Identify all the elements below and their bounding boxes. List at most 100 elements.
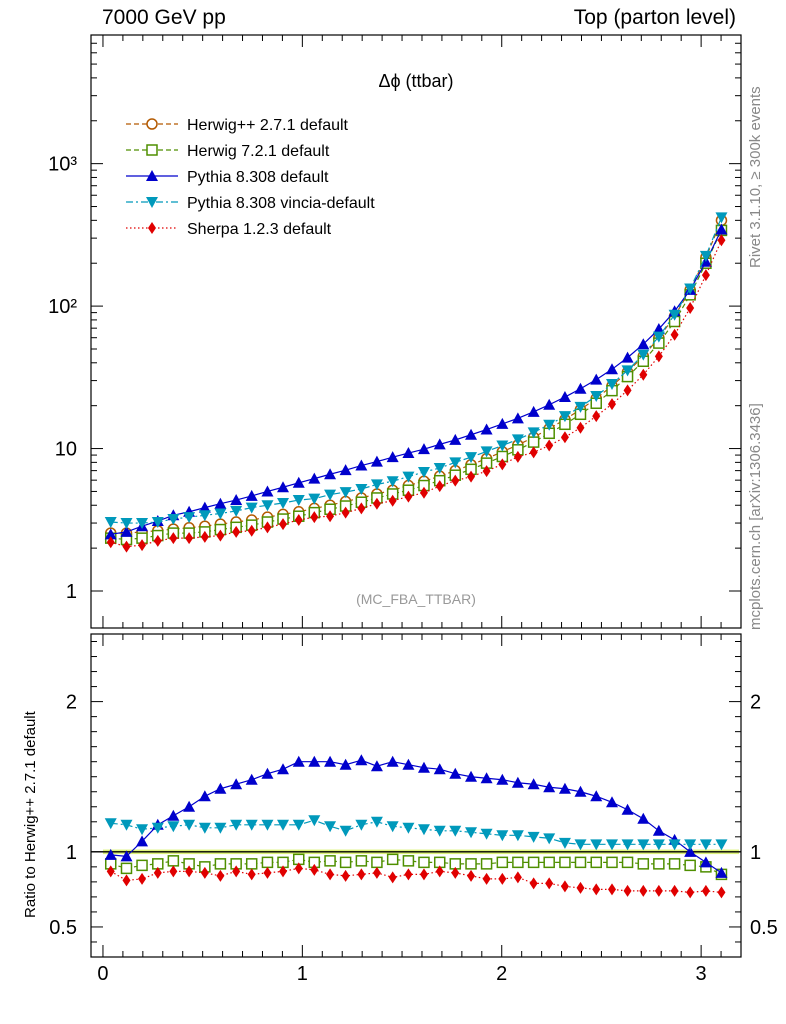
main-data-point bbox=[435, 480, 444, 493]
main-data-point bbox=[668, 309, 681, 321]
main-data-point bbox=[277, 497, 290, 509]
ratio-data-point bbox=[512, 856, 524, 869]
legend-marker bbox=[146, 118, 158, 130]
ratio-data-point bbox=[402, 758, 415, 770]
ratio-data-point bbox=[449, 767, 462, 779]
main-data-point bbox=[498, 458, 507, 471]
ratio-data-point bbox=[402, 822, 415, 834]
ratio-data-point bbox=[715, 866, 728, 878]
ratio-data-point bbox=[136, 824, 149, 836]
ratio-data-point bbox=[261, 767, 274, 779]
main-data-point bbox=[308, 472, 321, 484]
ratio-data-point bbox=[245, 819, 258, 831]
ratio-data-point bbox=[621, 839, 634, 851]
ratio-data-point bbox=[576, 881, 585, 894]
ratio-data-point bbox=[372, 866, 381, 879]
main-data-point bbox=[527, 427, 540, 439]
main-data-point bbox=[136, 518, 149, 530]
ratio-data-point bbox=[543, 833, 556, 845]
main-data-point bbox=[279, 518, 288, 531]
legend: Herwig++ 2.7.1 default Herwig 7.2.1 defau… bbox=[126, 117, 375, 238]
ratio-data-point bbox=[637, 812, 650, 824]
main-data-point bbox=[465, 452, 478, 464]
ratio-y-tick-label: 0.5 bbox=[49, 917, 77, 939]
ratio-data-point bbox=[670, 884, 679, 897]
ratio-data-point bbox=[592, 883, 601, 896]
legend-marker bbox=[146, 170, 158, 181]
legend-item: Sherpa 1.2.3 default bbox=[126, 221, 332, 238]
ratio-data-point bbox=[308, 815, 321, 827]
main-data-point bbox=[355, 484, 368, 496]
ratio-series-herwig-7-2-1-default bbox=[104, 853, 728, 881]
ratio-data-point bbox=[623, 884, 632, 897]
main-series-sherpa-1-2-3-default bbox=[106, 234, 726, 553]
main-data-point bbox=[339, 487, 352, 499]
ratio-y-tick-label: 2 bbox=[66, 692, 77, 714]
main-data-point bbox=[529, 446, 538, 459]
header-right: Top (parton level) bbox=[573, 6, 736, 29]
ratio-data-point bbox=[151, 822, 164, 834]
ratio-data-point bbox=[308, 755, 321, 767]
ratio-data-point bbox=[684, 845, 697, 857]
ratio-data-point bbox=[668, 839, 681, 851]
main-y-tick-label: 10 bbox=[55, 439, 77, 461]
main-y-tick-label: 10³ bbox=[48, 154, 77, 176]
ratio-series-line bbox=[110, 867, 722, 894]
main-data-point bbox=[232, 525, 241, 538]
ratio-data-point bbox=[245, 858, 258, 870]
main-data-point bbox=[592, 410, 601, 423]
ratio-data-point bbox=[138, 872, 147, 885]
ratio-data-point bbox=[433, 763, 446, 775]
main-data-point bbox=[386, 476, 399, 488]
main-data-point bbox=[183, 512, 196, 524]
legend-marker bbox=[146, 197, 158, 208]
main-series-pythia-8-308-default bbox=[104, 223, 728, 540]
ratio-data-point bbox=[104, 818, 117, 830]
main-data-point bbox=[341, 506, 350, 519]
main-data-point bbox=[590, 373, 603, 385]
ratio-data-point bbox=[417, 761, 430, 773]
ratio-data-point bbox=[559, 856, 571, 869]
main-series-line bbox=[110, 229, 723, 535]
main-data-point bbox=[200, 530, 209, 543]
main-data-point bbox=[245, 489, 258, 501]
main-data-point bbox=[574, 382, 587, 394]
main-data-point bbox=[670, 328, 679, 341]
legend-item: Pythia 8.308 default bbox=[126, 169, 329, 186]
ratio-data-point bbox=[324, 855, 336, 867]
ratio-data-point bbox=[263, 866, 272, 879]
main-series-herwig-2-7-1-default bbox=[104, 214, 728, 539]
ratio-data-point bbox=[605, 796, 618, 808]
main-data-point bbox=[294, 514, 303, 527]
ratio-data-point bbox=[465, 827, 478, 839]
main-plot-marks bbox=[104, 212, 728, 553]
main-series-line bbox=[110, 220, 723, 534]
main-data-point bbox=[417, 466, 430, 478]
ratio-data-point bbox=[326, 868, 335, 881]
main-data-point bbox=[480, 423, 493, 435]
ratio-data-point bbox=[560, 880, 569, 893]
ratio-data-point bbox=[310, 863, 319, 876]
legend-item: Herwig 7.2.1 default bbox=[126, 143, 330, 160]
ratio-data-point bbox=[684, 839, 697, 851]
legend-marker bbox=[146, 144, 158, 156]
ratio-data-point bbox=[465, 858, 477, 870]
main-data-point bbox=[169, 532, 178, 545]
main-data-point bbox=[496, 440, 509, 452]
main-data-point bbox=[402, 471, 415, 483]
main-data-point bbox=[623, 384, 632, 397]
ratio-data-point bbox=[324, 821, 337, 833]
ratio-data-point bbox=[214, 858, 227, 870]
ratio-data-point bbox=[480, 858, 493, 870]
main-data-point bbox=[527, 436, 540, 448]
main-data-point bbox=[417, 443, 430, 455]
main-data-point bbox=[558, 411, 571, 423]
main-data-point bbox=[574, 401, 587, 413]
main-data-point bbox=[402, 447, 415, 459]
main-data-point bbox=[560, 431, 569, 444]
ratio-data-point bbox=[574, 839, 587, 851]
main-data-point bbox=[386, 451, 399, 463]
ratio-series-line bbox=[110, 858, 722, 875]
main-data-point bbox=[433, 463, 446, 475]
ratio-data-point bbox=[214, 822, 227, 834]
